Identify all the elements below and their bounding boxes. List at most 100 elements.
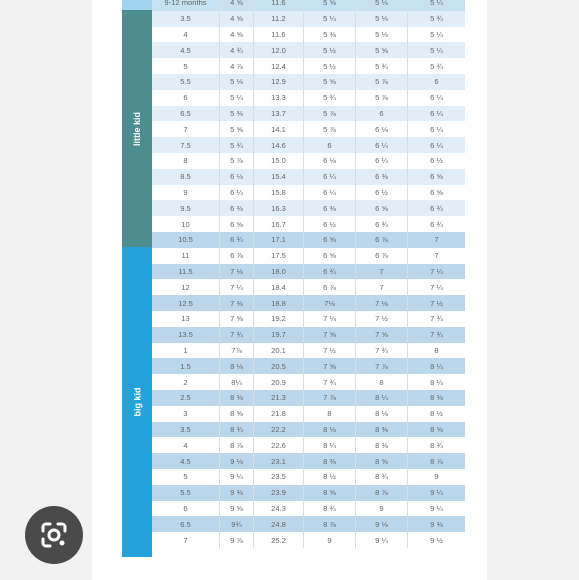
table-cell: 7 ⅝ <box>356 326 408 343</box>
table-cell: 9 ⅛ <box>356 516 408 533</box>
table-cell: 6 ⅛ <box>356 121 408 138</box>
table-cell: 6 ½ <box>430 156 443 166</box>
band-label-big-kid: big kid <box>132 387 142 417</box>
table-cell: 6 ½ <box>304 216 356 232</box>
table-cell: 15.8 <box>254 184 304 201</box>
table-cell: 14.1 <box>254 121 304 138</box>
table-cell: 7 ⅛ <box>356 295 408 311</box>
table-cell: 9 ¼ <box>430 503 443 513</box>
table-cell: 8 ½ <box>304 469 356 485</box>
table-cell: 9.5 <box>152 200 220 217</box>
table-cell: 6 ⅜ <box>356 168 408 185</box>
table-cell: 9-12 months <box>152 0 220 11</box>
table-cell: 2 <box>152 374 220 390</box>
table-cell: 5 ⅝ <box>356 42 408 59</box>
table-cell: 5 ⅞ <box>220 153 254 169</box>
table-cell: 5 ⅝ <box>304 0 356 11</box>
table-cell: 8¼ <box>220 374 254 390</box>
table-cell: 14.6 <box>254 137 304 153</box>
table-cell: 5 <box>152 58 220 74</box>
table-cell: 21.8 <box>254 405 304 422</box>
table-cell: 8.5 <box>152 168 220 185</box>
table-cell: 23.5 <box>254 469 304 485</box>
table-cell: 6.5 <box>152 105 220 122</box>
table-cell: 6 ¼ <box>430 108 443 118</box>
table-cell: 6 ¼ <box>430 140 443 150</box>
table-cell: 6 ⅝ <box>430 187 443 197</box>
table-cell: 7 ¾ <box>430 314 443 324</box>
band-infant <box>122 0 152 10</box>
table-cell: 7 <box>434 235 439 245</box>
table-cell: 5 ⅓ <box>356 26 408 43</box>
table-cell: 8 ⅜ <box>356 437 408 454</box>
table-cell: 6 ¾ <box>304 263 356 280</box>
table-cell: 3.5 <box>152 421 220 438</box>
table-cell: 8 ¼ <box>304 437 356 454</box>
table-cell: 5 ⅞ <box>304 105 356 122</box>
table-cell: 5 <box>152 469 220 485</box>
table-cell: 7 ¾ <box>304 374 356 390</box>
table-cell: 17.1 <box>254 232 304 248</box>
table-cell: 22.6 <box>254 437 304 454</box>
google-lens-icon[interactable] <box>25 506 83 564</box>
table-cell: 7.5 <box>152 137 220 153</box>
table-cell: 20.9 <box>254 374 304 390</box>
table-cell: 5 ⅜ <box>304 26 356 43</box>
table-cell: 7 ⅝ <box>304 358 356 375</box>
table-cell: 6 ¼ <box>430 124 443 134</box>
table-cell: 9 <box>356 500 408 517</box>
table-cell: 4 ¾ <box>220 42 254 59</box>
table-cell: 11.6 <box>254 26 304 43</box>
table-cell: 9 ¼ <box>430 488 443 498</box>
table-cell: 6 ⅝ <box>304 247 356 264</box>
table-cell: 7 <box>356 279 408 296</box>
table-cell: 9 ¼ <box>356 532 408 548</box>
table-cell: 6 ¾ <box>356 216 408 232</box>
table-cell: 6 ½ <box>356 184 408 201</box>
table-cell: 11.2 <box>254 10 304 27</box>
table-cell: 8 ¼ <box>430 377 443 387</box>
table-cell: 7 <box>434 251 439 261</box>
table-cell: 7⅞ <box>220 342 254 359</box>
table-cell: 24.8 <box>254 516 304 533</box>
table-cell: 8 ⅞ <box>304 516 356 533</box>
table-cell: 13.7 <box>254 105 304 122</box>
table-cell: 6 <box>434 77 439 87</box>
table-cell: 6 ¼ <box>304 184 356 201</box>
table-cell: 3 <box>152 405 220 422</box>
table-cell: 8 ⅜ <box>220 390 254 406</box>
table-cell: 21.3 <box>254 390 304 406</box>
table-cell: 18.8 <box>254 295 304 311</box>
table-cell: 8 ⅞ <box>430 456 443 466</box>
table-cell: 5 ⅜ <box>220 105 254 122</box>
table-cell: 11 <box>152 247 220 264</box>
table-cell: 1 <box>152 342 220 359</box>
table-cell: 5 ⅞ <box>356 89 408 106</box>
table-cell: 7 ⅜ <box>220 295 254 311</box>
table-cell: 4 <box>152 26 220 43</box>
table-cell: 9 ⅞ <box>220 532 254 548</box>
table-cell: 8 <box>304 405 356 422</box>
table-cell: 6 ⅞ <box>356 232 408 248</box>
table-cell: 7⅛ <box>304 295 356 311</box>
table-cell: 6.5 <box>152 516 220 533</box>
